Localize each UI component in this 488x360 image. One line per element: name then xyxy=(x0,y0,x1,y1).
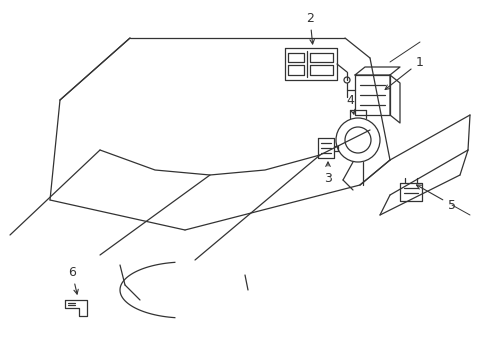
Text: 3: 3 xyxy=(324,162,331,185)
Text: 6: 6 xyxy=(68,266,78,294)
Text: 2: 2 xyxy=(305,12,314,44)
Text: 1: 1 xyxy=(385,55,423,90)
Text: 5: 5 xyxy=(416,185,455,212)
Text: 4: 4 xyxy=(346,94,354,114)
